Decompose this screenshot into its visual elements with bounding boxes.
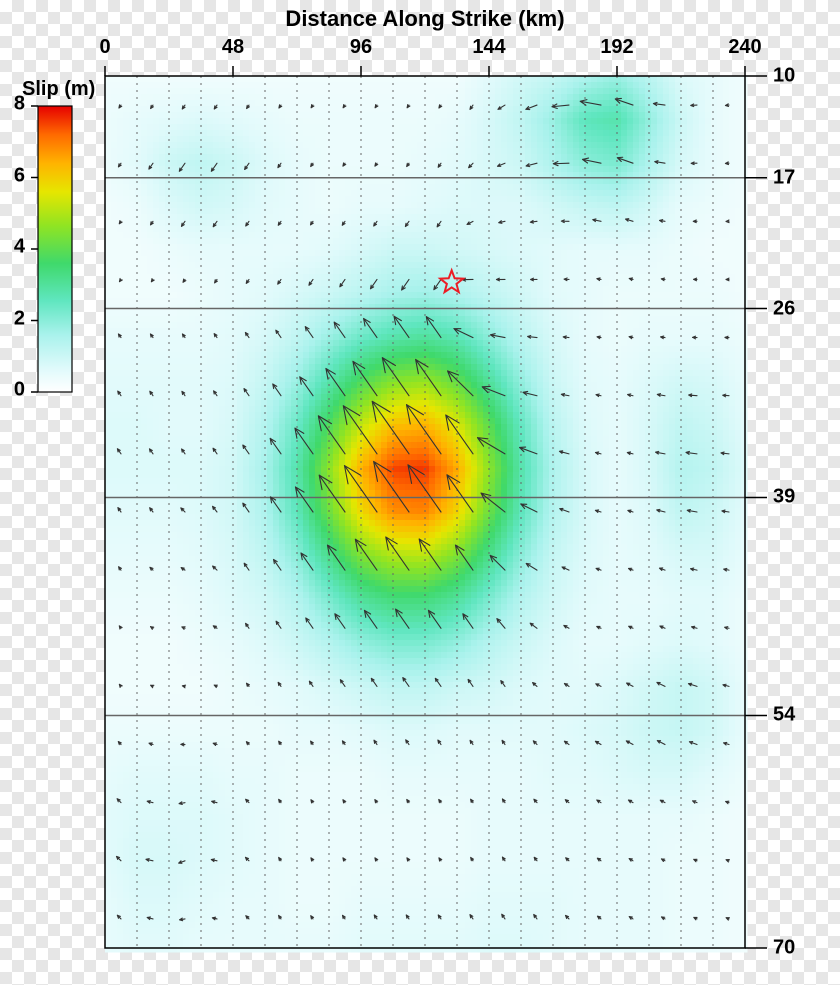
plot-svg — [105, 76, 745, 948]
x-tick-label: 0 — [99, 36, 110, 59]
x-tick-label: 96 — [350, 36, 372, 59]
y-tick-label: 17 — [773, 166, 795, 189]
x-tick-label: 240 — [728, 36, 761, 59]
y-tick-label: 39 — [773, 486, 795, 509]
heatmap-layer — [105, 76, 748, 953]
x-tick-label: 48 — [222, 36, 244, 59]
y-tick-label: 10 — [773, 65, 795, 88]
colorbar-tick-label: 2 — [14, 307, 25, 330]
x-tick-label: 192 — [600, 36, 633, 59]
colorbar-tick-label: 6 — [14, 164, 25, 187]
plot-area — [105, 76, 745, 948]
colorbar — [0, 104, 76, 394]
colorbar-svg — [0, 104, 76, 394]
colorbar-tick-label: 8 — [14, 93, 25, 116]
colorbar-tick-label: 0 — [14, 379, 25, 402]
colorbar-title: Slip (m) — [22, 78, 95, 101]
y-tick-label: 70 — [773, 937, 795, 960]
y-tick-label: 26 — [773, 297, 795, 320]
x-tick-label: 144 — [472, 36, 505, 59]
x-axis-label: Distance Along Strike (km) — [285, 6, 564, 32]
colorbar-tick-label: 4 — [14, 236, 25, 259]
y-tick-label: 54 — [773, 704, 795, 727]
